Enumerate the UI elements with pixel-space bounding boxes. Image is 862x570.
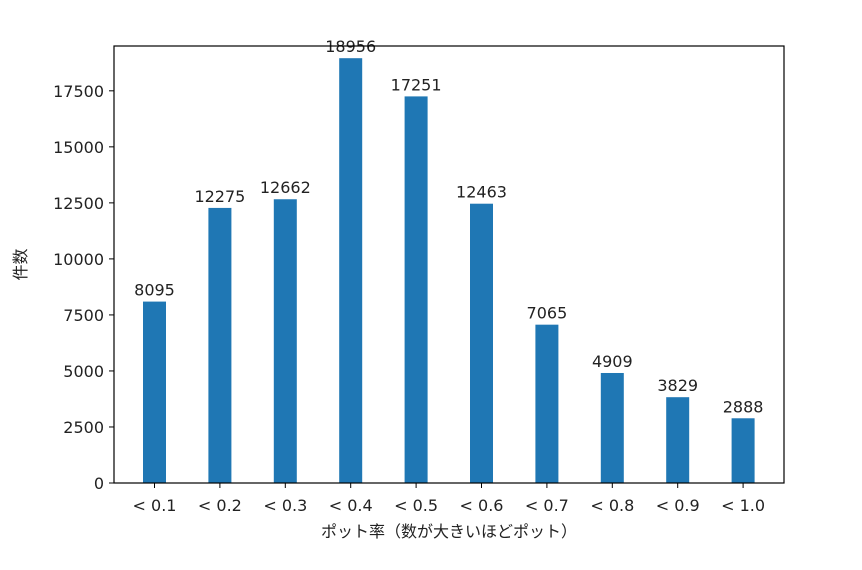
data-label-9: 3829 [657,376,698,395]
data-label-3: 12662 [260,178,311,197]
x-tick-label-3: < 0.3 [263,496,307,515]
y-tick-label-5: 10000 [53,250,104,269]
x-tick-label-1: < 0.1 [133,496,177,515]
data-label-2: 12275 [194,187,245,206]
plot-frame [113,45,785,484]
data-label-1: 8095 [134,281,175,300]
bars-group: 8095 12275 12662 18956 17251 12463 7065 4909 382… [134,37,763,483]
bar-9 [666,397,690,483]
bar-6 [470,203,493,483]
bar-1 [143,301,166,483]
bar-10 [731,418,755,483]
x-tick-label-8: < 0.8 [590,496,634,515]
y-tick-label-8: 17500 [53,82,104,101]
bar-7 [535,324,559,483]
bar-5 [404,96,428,483]
y-tick-label-7: 15000 [53,138,104,157]
y-tick-label-1: 0 [94,474,104,493]
data-label-4: 18956 [325,37,376,56]
data-label-6: 12463 [456,183,507,202]
ticks-group: < 0.1 < 0.2 < 0.3 < 0.4 < 0.5 < 0.6 < 0.7 < 0.8… [53,82,765,515]
data-label-8: 4909 [592,352,633,371]
x-tick-label-4: < 0.4 [329,496,373,515]
bar-2 [208,207,232,483]
y-tick-label-2: 2500 [63,418,104,437]
bar-4 [339,58,363,483]
x-tick-label-10: < 1.0 [721,496,765,515]
x-tick-label-2: < 0.2 [198,496,242,515]
x-tick-label-5: < 0.5 [394,496,438,515]
y-axis-label: 件数 [11,248,30,280]
data-label-7: 7065 [527,304,568,323]
data-label-10: 2888 [723,397,764,416]
y-tick-label-4: 7500 [63,306,104,325]
x-tick-label-7: < 0.7 [525,496,569,515]
x-tick-label-9: < 0.9 [656,496,700,515]
bar-8 [600,372,624,483]
x-tick-label-6: < 0.6 [460,496,504,515]
y-tick-label-6: 12500 [53,194,104,213]
y-tick-label-3: 5000 [63,362,104,381]
x-axis-label: ポット率（数が大きいほどポット） [321,522,577,541]
data-label-5: 17251 [391,75,442,94]
bar-3 [273,199,297,483]
